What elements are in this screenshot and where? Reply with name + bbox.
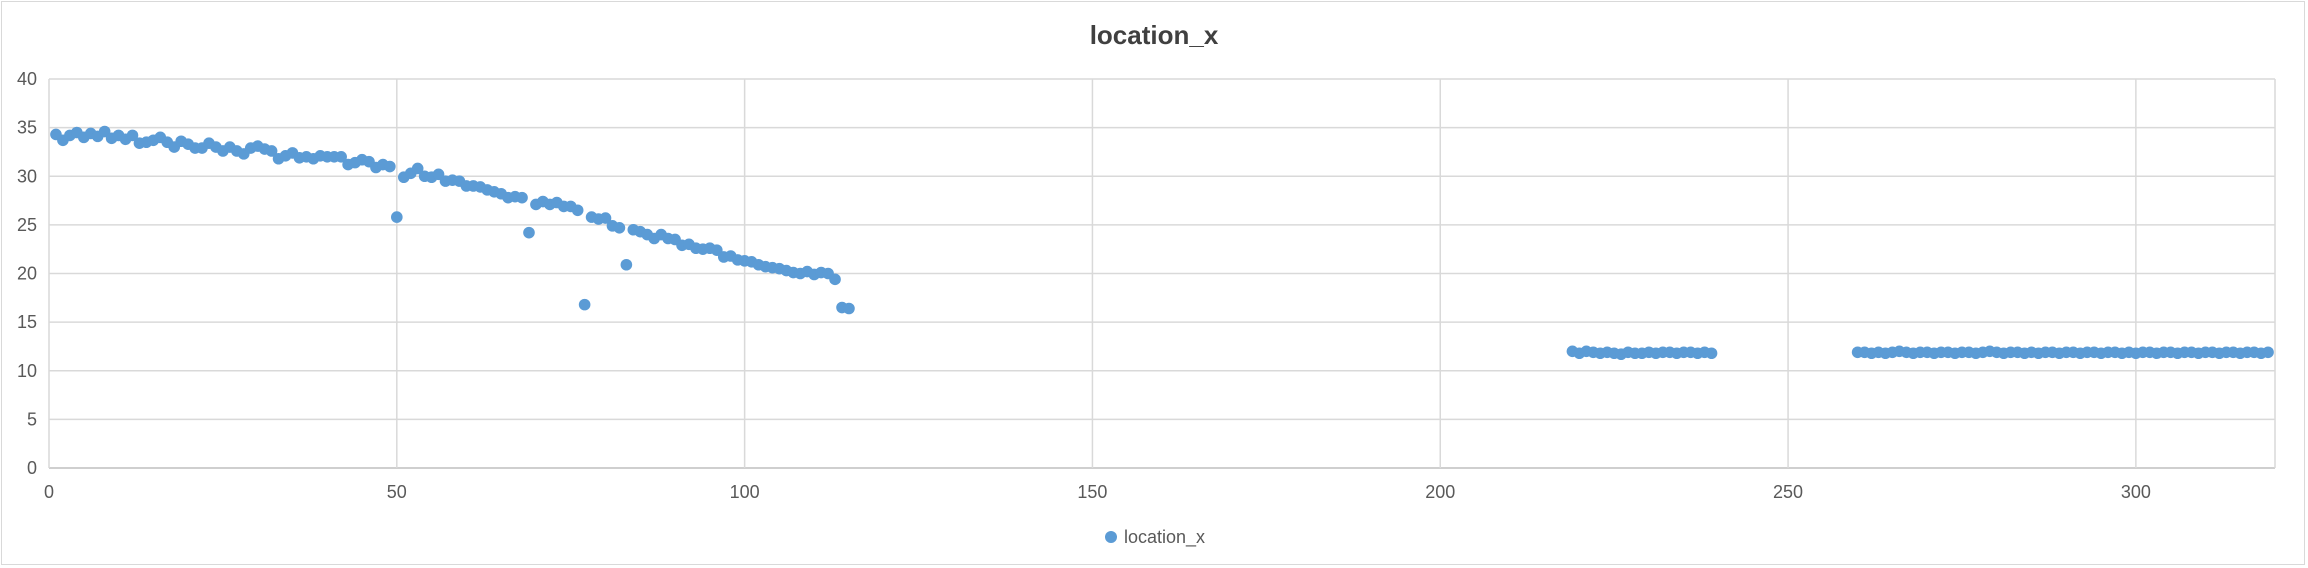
y-tick-label: 15	[17, 312, 37, 332]
data-point	[843, 302, 855, 315]
y-tick-label: 5	[27, 409, 37, 429]
x-tick-label: 200	[1425, 482, 1455, 502]
data-point	[126, 129, 139, 142]
y-tick-label: 30	[17, 166, 37, 186]
x-tick-label: 150	[1077, 482, 1107, 502]
data-point	[578, 298, 591, 311]
gridlines	[48, 78, 2276, 469]
data-point	[516, 191, 528, 204]
series-points	[50, 125, 2274, 361]
data-point	[411, 162, 424, 175]
data-point	[384, 160, 396, 173]
y-tick-label: 40	[17, 69, 37, 89]
data-point	[523, 226, 535, 239]
data-point	[571, 204, 584, 217]
x-tick-label: 300	[2121, 482, 2151, 502]
legend-label: location_x	[1124, 527, 1205, 548]
data-point	[613, 221, 626, 234]
data-point	[829, 273, 841, 286]
data-point	[335, 151, 347, 163]
data-point	[599, 212, 612, 224]
legend-marker	[1105, 531, 1117, 543]
x-tick-label: 50	[387, 482, 407, 502]
data-point	[391, 211, 403, 223]
x-axis-labels: 0 50 100 150 200 250 300	[44, 482, 2151, 502]
y-tick-label: 35	[17, 118, 37, 138]
x-tick-label: 250	[1773, 482, 1803, 502]
y-tick-label: 0	[27, 458, 37, 478]
y-tick-label: 25	[17, 215, 37, 235]
x-tick-label: 0	[44, 482, 54, 502]
data-point	[1705, 347, 1718, 360]
y-axis-labels: 0 5 10 15 20 25 30 35 40	[17, 69, 37, 478]
chart-title: location_x	[1090, 20, 1219, 50]
legend: location_x	[1105, 527, 1205, 548]
y-tick-label: 10	[17, 361, 37, 381]
data-point	[265, 145, 278, 157]
data-point	[620, 258, 633, 271]
y-tick-label: 20	[17, 264, 37, 284]
x-tick-label: 100	[730, 482, 760, 502]
data-point	[2262, 346, 2274, 359]
